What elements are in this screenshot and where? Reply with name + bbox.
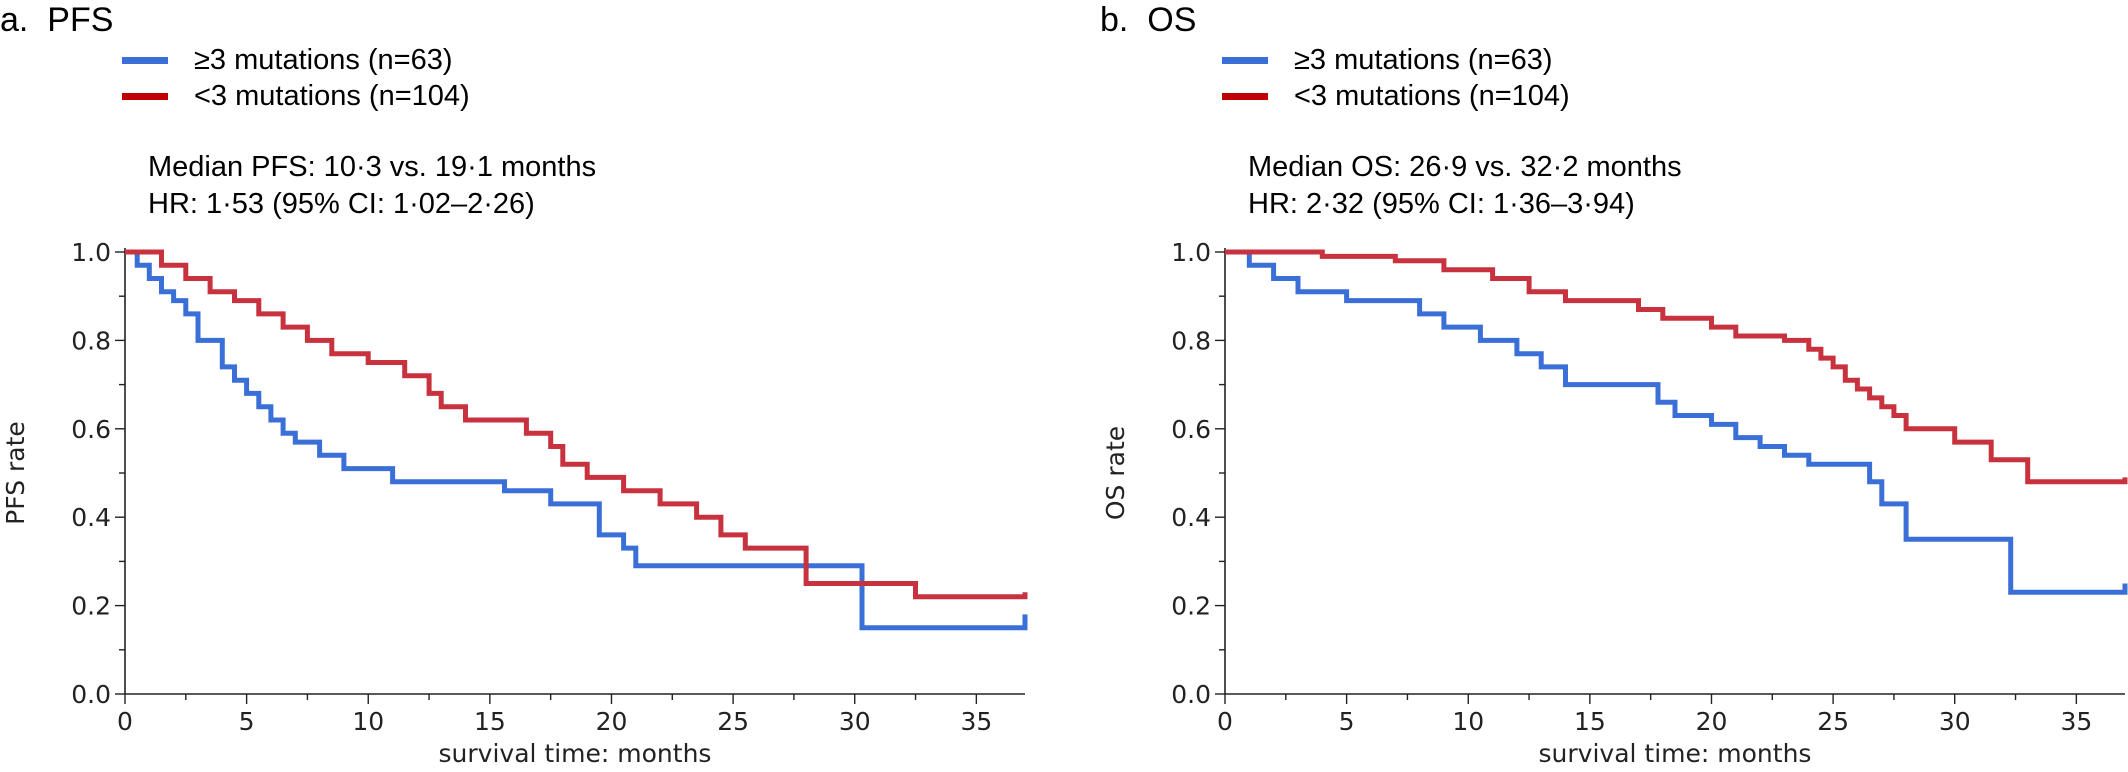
y-tick-label: 0.2 <box>1171 592 1211 621</box>
x-tick-label: 30 <box>839 707 871 736</box>
y-tick-label: 0.4 <box>1171 503 1211 532</box>
x-axis-title: survival time: months <box>439 739 712 768</box>
y-axis-title: PFS rate <box>1 421 30 525</box>
y-tick-label: 0.8 <box>71 326 111 355</box>
panel-label: a. <box>0 1 29 39</box>
median-text: Median OS: 26·9 vs. 32·2 months <box>1248 151 1682 183</box>
stats-annotation: Median OS: 26·9 vs. 32·2 months HR: 2·32… <box>1248 149 1682 223</box>
legend-swatch <box>1222 56 1268 64</box>
km-plot: 0.0 0.2 0.4 0.6 0.8 1.0 0 5 10 15 20 25 30 35 survival… <box>1 238 1028 768</box>
series-line-ge3-mutations <box>125 249 1028 631</box>
legend-label: ≥3 mutations (n=63) <box>1294 44 1553 76</box>
x-tick-label: 15 <box>474 707 506 736</box>
legend: ≥3 mutations (n=63) <3 mutations (n=104) <box>122 42 470 114</box>
hr-text: HR: 2·32 (95% CI: 1·36–3·94) <box>1248 188 1635 220</box>
panel-heading: a. PFS <box>0 0 113 40</box>
series-line-lt3-mutations <box>1225 249 2128 485</box>
series-line-ge3-mutations <box>1225 249 2128 595</box>
series-line-lt3-mutations <box>125 249 1028 600</box>
x-tick-label: 10 <box>352 707 384 736</box>
chart-title: PFS <box>47 1 114 39</box>
legend-item: ≥3 mutations (n=63) <box>1222 42 1570 78</box>
x-tick-label: 10 <box>1452 707 1484 736</box>
legend-swatch <box>1222 92 1268 100</box>
x-tick-label: 5 <box>1339 707 1355 736</box>
legend-item: <3 mutations (n=104) <box>1222 78 1570 114</box>
legend-item: ≥3 mutations (n=63) <box>122 42 470 78</box>
x-tick-label: 25 <box>717 707 749 736</box>
x-tick-label: 20 <box>1696 707 1728 736</box>
y-tick-label: 1.0 <box>1171 238 1211 267</box>
x-tick-label: 35 <box>2060 707 2092 736</box>
y-tick-label: 0.8 <box>1171 326 1211 355</box>
legend-swatch <box>122 56 168 64</box>
x-tick-label: 25 <box>1817 707 1849 736</box>
legend-item: <3 mutations (n=104) <box>122 78 470 114</box>
km-plot: 0.0 0.2 0.4 0.6 0.8 1.0 0 5 10 15 20 25 30 35 survival… <box>1101 238 2128 768</box>
chart-title: OS <box>1147 1 1197 39</box>
y-tick-label: 1.0 <box>71 238 111 267</box>
y-tick-label: 0.0 <box>71 680 111 709</box>
x-tick-label: 20 <box>596 707 628 736</box>
x-tick-label: 5 <box>239 707 255 736</box>
legend-label: ≥3 mutations (n=63) <box>194 44 453 76</box>
x-axis-title: survival time: months <box>1539 739 1812 768</box>
x-tick-label: 0 <box>1217 707 1233 736</box>
legend-label: <3 mutations (n=104) <box>194 80 470 112</box>
legend-swatch <box>122 92 168 100</box>
y-tick-label: 0.6 <box>71 415 111 444</box>
y-tick-label: 0.6 <box>1171 415 1211 444</box>
median-text: Median PFS: 10·3 vs. 19·1 months <box>148 151 597 183</box>
y-axis-title: OS rate <box>1101 426 1130 520</box>
legend: ≥3 mutations (n=63) <3 mutations (n=104) <box>1222 42 1570 114</box>
legend-label: <3 mutations (n=104) <box>1294 80 1570 112</box>
x-tick-label: 0 <box>117 707 133 736</box>
hr-text: HR: 1·53 (95% CI: 1·02–2·26) <box>148 188 535 220</box>
stats-annotation: Median PFS: 10·3 vs. 19·1 months HR: 1·5… <box>148 149 596 223</box>
x-tick-label: 15 <box>1574 707 1606 736</box>
y-tick-label: 0.0 <box>1171 680 1211 709</box>
x-tick-label: 35 <box>960 707 992 736</box>
y-tick-label: 0.2 <box>71 592 111 621</box>
panel-label: b. <box>1100 1 1129 39</box>
x-tick-label: 30 <box>1939 707 1971 736</box>
chart-panel-pfs: a. PFS ≥3 mutations (n=63) <3 mutations … <box>0 0 1028 768</box>
y-tick-label: 0.4 <box>71 503 111 532</box>
panel-heading: b. OS <box>1100 0 1196 40</box>
chart-panel-os: b. OS ≥3 mutations (n=63) <3 mutations (… <box>1100 0 2128 772</box>
